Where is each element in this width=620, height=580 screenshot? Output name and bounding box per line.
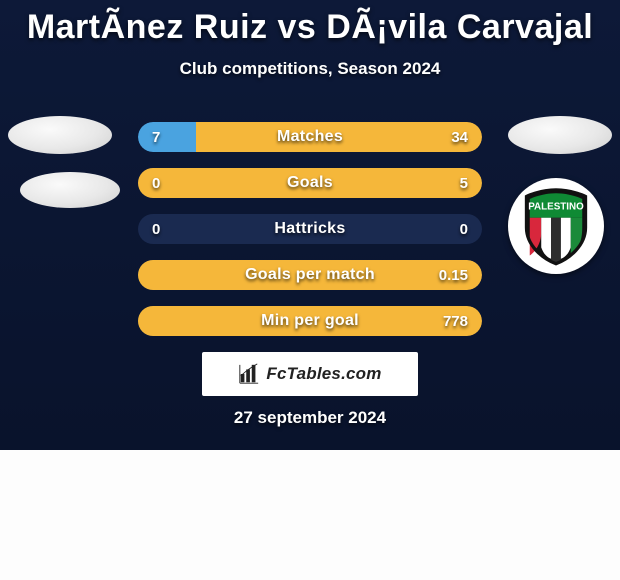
shield-icon: PALESTINO xyxy=(515,185,597,267)
page-title: MartÃ­nez Ruiz vs DÃ¡vila Carvajal xyxy=(0,0,620,47)
blank-region xyxy=(0,450,620,580)
player-right-photo-placeholder xyxy=(508,116,612,154)
player-left-photo-placeholder xyxy=(8,116,112,154)
stat-label: Goals per match xyxy=(138,260,482,290)
stat-row: 734Matches xyxy=(138,122,482,152)
stat-label: Goals xyxy=(138,168,482,198)
snapshot-date: 27 september 2024 xyxy=(0,408,620,428)
bar-chart-icon xyxy=(238,363,260,385)
player-left-club-placeholder xyxy=(20,172,120,208)
stat-label: Matches xyxy=(138,122,482,152)
fctables-label: FcTables.com xyxy=(266,364,381,384)
subtitle: Club competitions, Season 2024 xyxy=(0,59,620,79)
stat-row: 00Hattricks xyxy=(138,214,482,244)
stat-row: 0.15Goals per match xyxy=(138,260,482,290)
stats-comparison: 734Matches 05Goals 00Hattricks 0.15Goals pe… xyxy=(138,122,482,352)
stat-row: 778Min per goal xyxy=(138,306,482,336)
stat-label: Hattricks xyxy=(138,214,482,244)
stat-row: 05Goals xyxy=(138,168,482,198)
stat-label: Min per goal xyxy=(138,306,482,336)
club-badge-palestino: PALESTINO xyxy=(508,178,604,274)
badge-text: PALESTINO xyxy=(528,202,584,213)
fctables-link[interactable]: FcTables.com xyxy=(202,352,418,396)
